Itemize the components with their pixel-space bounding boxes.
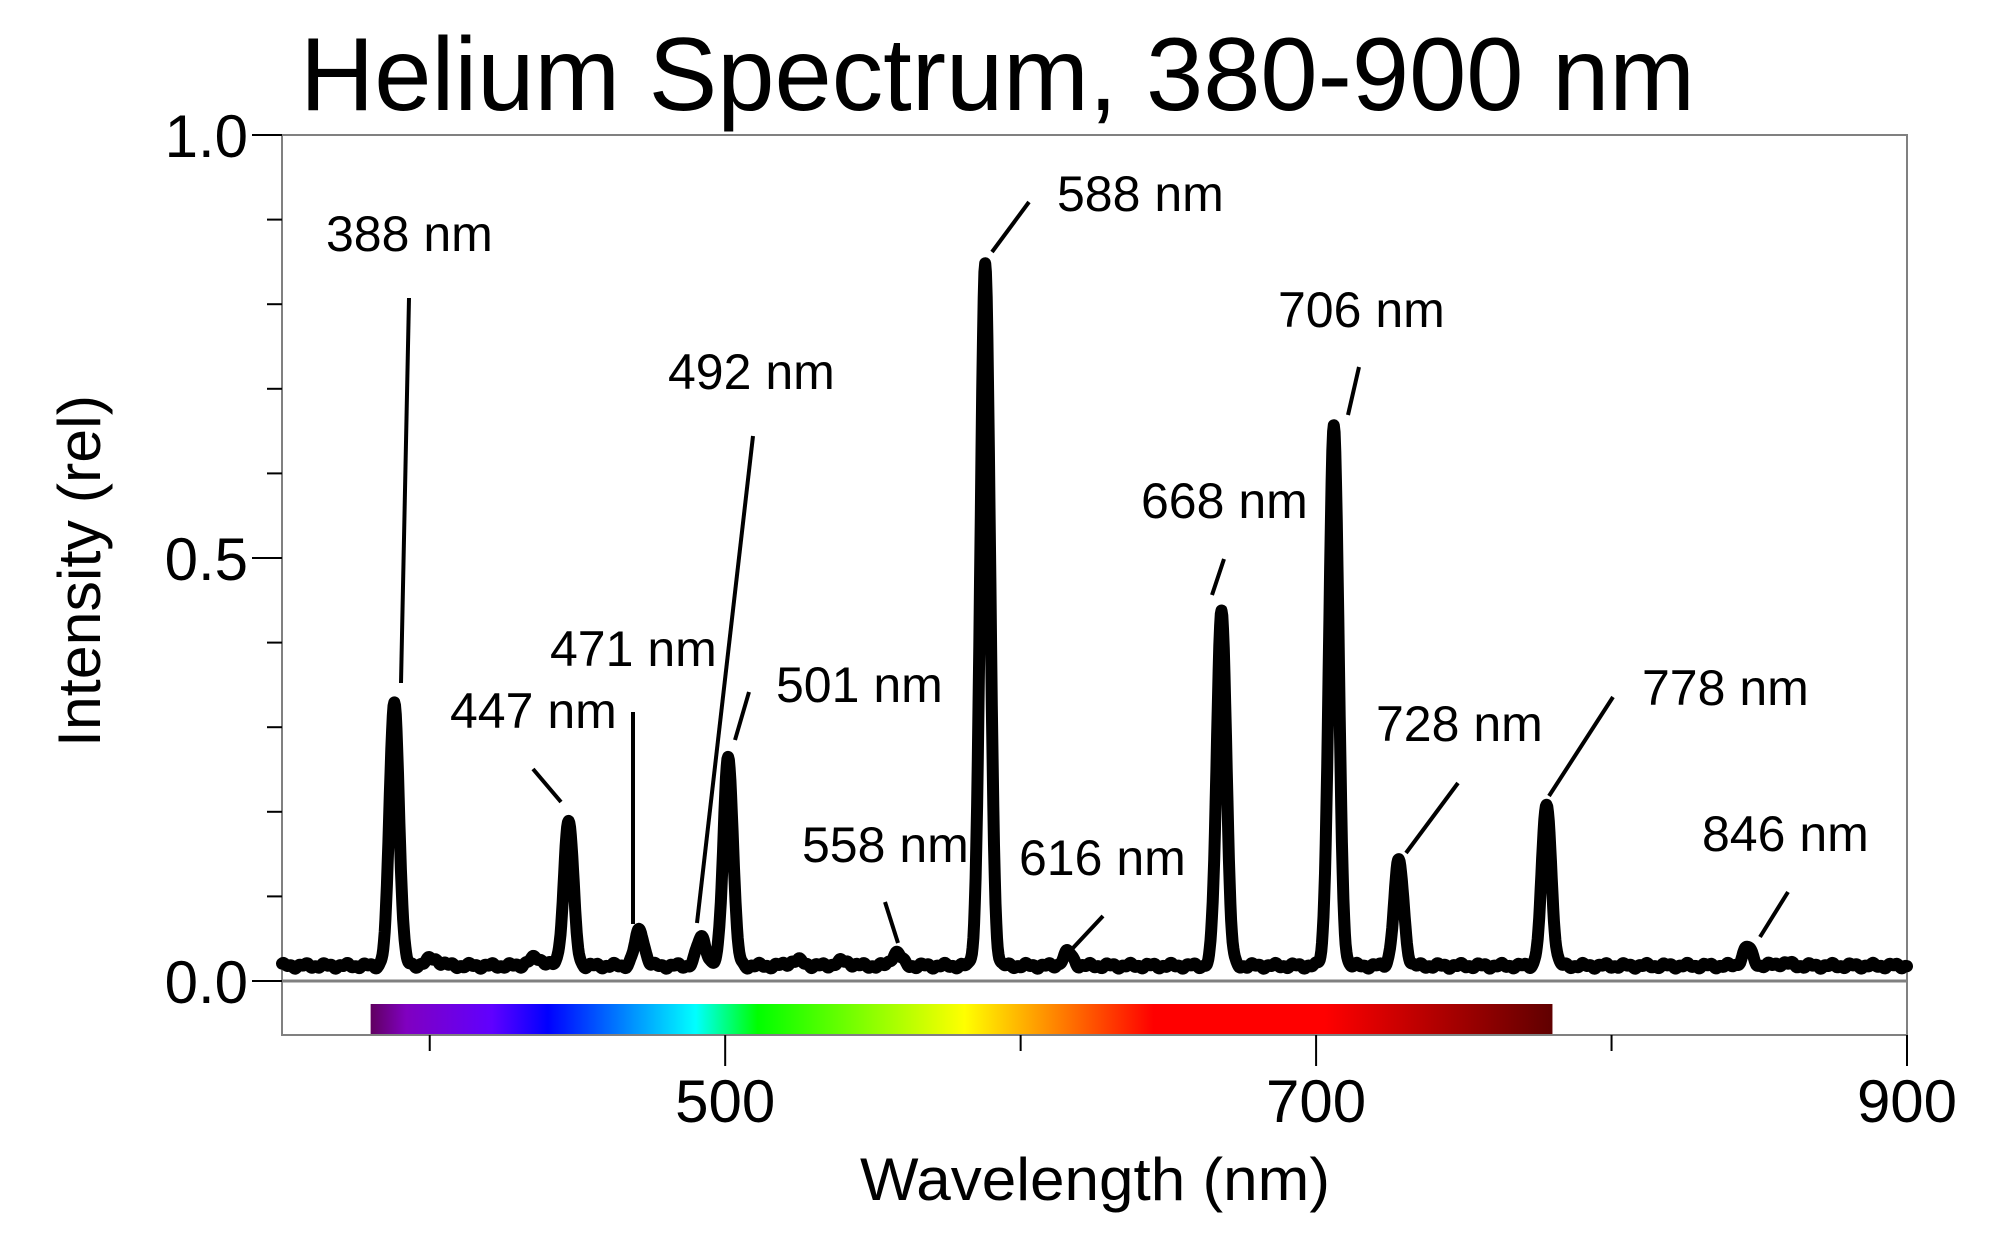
- y-tick-label: 1.0: [165, 103, 248, 170]
- annotation-label: 706 nm: [1278, 282, 1445, 338]
- annotation-label: 728 nm: [1376, 696, 1543, 752]
- annotation-label: 558 nm: [802, 817, 969, 873]
- x-tick-label: 900: [1857, 1068, 1957, 1135]
- annotation-leader-line: [1071, 914, 1105, 950]
- peak-annotation: 778 nm: [1547, 660, 1809, 798]
- peak-annotation: 846 nm: [1702, 806, 1869, 939]
- y-axis: 0.0 0.5 1.0: [165, 103, 283, 1035]
- annotation-label: 471 nm: [550, 621, 717, 677]
- peak-annotation: 492 nm: [668, 344, 835, 924]
- peak-annotation: 471 nm: [550, 621, 717, 924]
- plot-frame: [281, 134, 1908, 1036]
- x-tick-label: 700: [1266, 1068, 1366, 1135]
- annotation-label: 778 nm: [1642, 660, 1809, 716]
- color-bar-gradient: [370, 1004, 1553, 1034]
- annotation-leader-line: [1758, 890, 1790, 939]
- plot-border: [281, 134, 1908, 1036]
- peak-annotations: 388 nm 447 nm 471 nm 492 nm 501 nm 558 nm 588 …: [326, 166, 1869, 950]
- annotation-leader-line: [990, 200, 1031, 254]
- chart-title: Helium Spectrum, 380-900 nm: [300, 17, 1695, 133]
- annotation-label: 501 nm: [776, 657, 943, 713]
- annotation-label: 388 nm: [326, 206, 493, 262]
- y-tick-label: 0.5: [165, 526, 248, 593]
- peak-annotation: 706 nm: [1278, 282, 1445, 416]
- annotation-leader-line: [1547, 695, 1615, 798]
- annotation-leader-line: [883, 901, 900, 944]
- annotation-leader-line: [531, 767, 563, 804]
- annotation-leader-line: [695, 435, 755, 924]
- annotation-label: 588 nm: [1057, 166, 1224, 222]
- annotation-label: 668 nm: [1141, 473, 1308, 529]
- y-tick-label: 0.0: [165, 949, 248, 1016]
- annotation-label: 616 nm: [1019, 830, 1186, 886]
- annotation-leader-line: [733, 691, 751, 741]
- annotation-leader-line: [1346, 366, 1361, 416]
- spectrum-line: [276, 257, 1913, 975]
- peak-annotation: 728 nm: [1376, 696, 1543, 855]
- x-axis-label: Wavelength (nm): [860, 1146, 1330, 1213]
- peak-annotation: 558 nm: [802, 817, 969, 944]
- peak-annotation: 388 nm: [326, 206, 493, 684]
- annotation-label: 492 nm: [668, 344, 835, 400]
- annotation-leader-line: [399, 297, 411, 684]
- annotation-label: 447 nm: [450, 683, 617, 739]
- peak-annotation: 588 nm: [990, 166, 1224, 254]
- peak-annotation: 668 nm: [1141, 473, 1308, 596]
- annotation-leader-line: [1210, 558, 1226, 596]
- annotation-label: 846 nm: [1702, 806, 1869, 862]
- visible-spectrum-color-bar: [370, 1004, 1553, 1034]
- annotation-leader-line: [1404, 781, 1460, 855]
- peak-annotation: 501 nm: [733, 657, 943, 741]
- y-axis-label: Intensity (rel): [46, 395, 113, 747]
- x-tick-label: 500: [675, 1068, 775, 1135]
- peak-annotation: 616 nm: [1019, 830, 1186, 950]
- x-axis: 500 700 900: [428, 1035, 1957, 1135]
- spectrum-series: [276, 257, 1913, 975]
- peak-annotation: 447 nm: [450, 683, 617, 804]
